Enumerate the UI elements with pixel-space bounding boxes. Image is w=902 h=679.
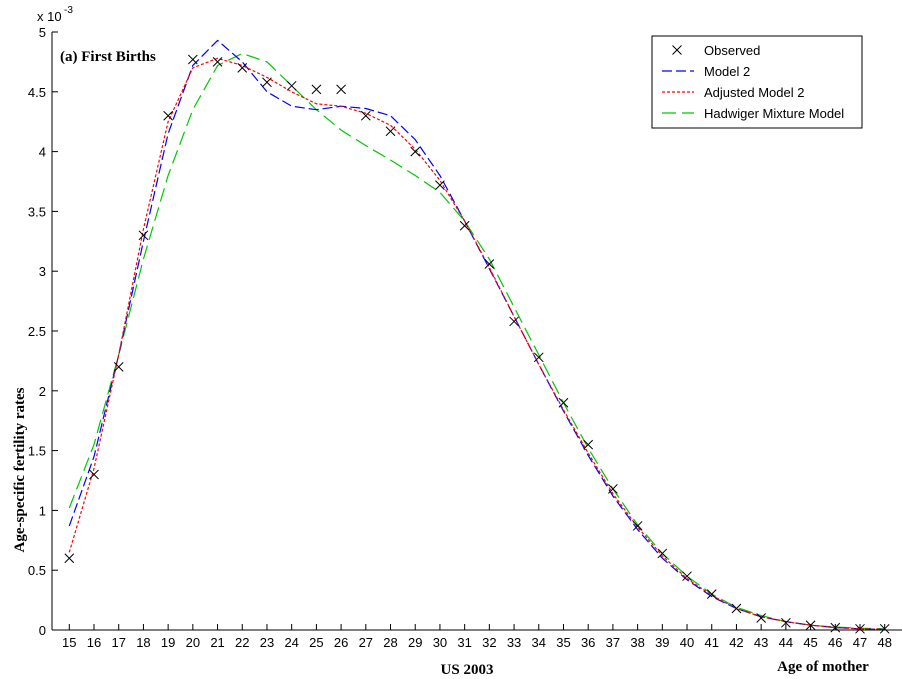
x-tick-label: 42 (729, 635, 743, 650)
y-tick-label: 5 (39, 25, 46, 40)
x-tick-label: 43 (754, 635, 768, 650)
y-tick-label: 2.5 (28, 324, 46, 339)
legend-item-hadwiger-mixture-model: Hadwiger Mixture Model (662, 106, 844, 121)
chart-title: (a) First Births (60, 49, 156, 65)
x-tick-group: 15 16 17 18 19 20 21 22 23 24 25 26 27 28 29 30 31 32 33 34… (62, 624, 892, 650)
x-tick-label: 20 (186, 635, 200, 650)
observed-point (583, 439, 594, 450)
x-tick-label: 44 (779, 635, 793, 650)
legend-item-model-2: Model 2 (662, 64, 750, 79)
observed-point (410, 146, 421, 157)
x-axis-caption: US 2003 (441, 662, 494, 678)
y-tick-label: 3.5 (28, 204, 46, 219)
x-tick-label: 47 (853, 635, 867, 650)
observed-point (706, 589, 717, 599)
legend-label: Adjusted Model 2 (704, 85, 804, 100)
observed-point (64, 553, 75, 564)
legend: Observed Model 2 Adjusted Model 2 Hadwiger … (651, 35, 863, 129)
plot-area (52, 32, 902, 630)
y-tick-label: 0 (39, 623, 46, 638)
x-tick-label: 32 (482, 635, 496, 650)
observed-point (435, 180, 445, 190)
observed-point (187, 54, 198, 65)
observed-point (163, 110, 173, 121)
x-tick-label: 31 (457, 635, 471, 650)
x-tick-label: 35 (556, 635, 570, 650)
observed-point (262, 77, 272, 88)
y-exponent-power: -3 (64, 5, 73, 16)
y-tick-label: 3 (39, 264, 46, 279)
observed-point (138, 230, 149, 241)
observed-point (682, 571, 692, 582)
observed-point (212, 57, 223, 67)
y-tick-label: 4 (39, 145, 46, 160)
x-tick-label: 37 (606, 635, 620, 650)
observed-point (385, 126, 396, 137)
observed-point (731, 603, 742, 614)
y-tick-group: 0 0.5 1 1.5 2 2.5 3 3.5 4 4.5 5 (28, 25, 58, 638)
x-tick-label: 36 (581, 635, 595, 650)
observed-point (558, 397, 569, 408)
y-tick-label: 1.5 (28, 444, 46, 459)
x-tick-label: 17 (111, 635, 125, 650)
legend-item-adjusted-model-2: Adjusted Model 2 (662, 85, 804, 100)
observed-point (89, 469, 99, 480)
observed-point (608, 484, 618, 494)
x-tick-label: 46 (828, 635, 842, 650)
x-tick-label: 22 (235, 635, 249, 650)
observed-point (459, 220, 470, 231)
x-tick-label: 26 (334, 635, 348, 650)
legend-label: Model 2 (704, 64, 750, 79)
x-tick-label: 15 (62, 635, 76, 650)
observed-point (657, 548, 668, 559)
observed-point (113, 362, 124, 372)
x-tick-label: 48 (877, 635, 891, 650)
observed-point (484, 259, 495, 269)
hadwiger-mixture-model-line (68, 52, 885, 630)
adjusted-model-2-line (68, 57, 885, 630)
x-tick-label: 21 (210, 635, 224, 650)
observed-point (360, 110, 371, 121)
x-tick-label: 19 (161, 635, 175, 650)
y-tick-label: 2 (39, 384, 46, 399)
x-tick-label: 39 (655, 635, 669, 650)
legend-item-observed: Observed (672, 43, 760, 58)
observed-point (632, 521, 643, 531)
x-tick-label: 23 (260, 635, 274, 650)
y-tick-label: 1 (39, 503, 46, 518)
x-tick-label: 45 (803, 635, 817, 650)
x-tick-label: 24 (284, 635, 298, 650)
legend-label: Observed (704, 43, 760, 58)
x-tick-label: 40 (680, 635, 694, 650)
x-tick-label: 25 (309, 635, 323, 650)
x-tick-label: 34 (532, 635, 546, 650)
x-tick-label: 33 (507, 635, 521, 650)
x-tick-label: 41 (705, 635, 719, 650)
observed-point (756, 613, 767, 623)
observed-point (237, 63, 248, 73)
y-tick-label: 0.5 (28, 563, 46, 578)
observed-point (533, 352, 544, 363)
x-tick-label: 28 (383, 635, 397, 650)
x-tick-label: 30 (433, 635, 447, 650)
observed-point (286, 80, 297, 91)
y-tick-label: 4.5 (28, 85, 46, 100)
legend-label: Hadwiger Mixture Model (704, 106, 844, 121)
observed-point (336, 84, 346, 95)
x-tick-label: 38 (630, 635, 644, 650)
x-tick-label: 16 (87, 635, 101, 650)
observed-point (781, 617, 791, 628)
y-axis-label: Age-specific fertility rates (12, 387, 28, 552)
x-tick-label: 18 (136, 635, 150, 650)
x-tick-label: 27 (359, 635, 373, 650)
observed-point (509, 316, 519, 327)
observed-point (311, 84, 322, 95)
x-tick-label: 29 (408, 635, 422, 650)
y-exponent-base: x 10 (37, 9, 62, 24)
x-axis-label: Age of mother (777, 659, 869, 675)
